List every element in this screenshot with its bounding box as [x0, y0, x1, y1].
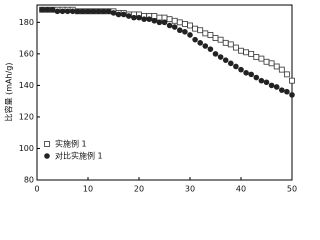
y-axis-label: 比容量 (mAh/g)	[4, 63, 14, 122]
circle-marker	[263, 79, 270, 86]
circle-marker	[156, 19, 163, 26]
circle-marker	[217, 54, 224, 60]
circle-marker	[64, 8, 71, 15]
y-tick-label: 120	[19, 112, 34, 121]
circle-marker	[115, 11, 122, 18]
circle-marker	[44, 153, 50, 159]
circle-marker	[100, 8, 107, 15]
circle-marker	[238, 66, 244, 73]
circle-marker	[207, 46, 214, 52]
square-marker	[289, 77, 295, 84]
circle-marker	[136, 14, 142, 21]
circle-marker	[222, 57, 229, 63]
y-tick-label: 80	[24, 176, 34, 185]
x-tick-label: 50	[287, 185, 297, 194]
circle-marker	[289, 92, 295, 98]
y-tick-label: 160	[19, 49, 34, 58]
square-marker	[197, 27, 204, 34]
circle-marker	[197, 40, 203, 46]
square-marker	[161, 14, 168, 21]
circle-marker	[85, 8, 91, 15]
square-marker	[202, 30, 209, 37]
circle-marker	[110, 10, 117, 16]
square-marker	[268, 60, 275, 67]
square-marker	[238, 47, 244, 54]
circle-marker	[177, 27, 183, 34]
x-tick-label: 0	[34, 185, 39, 194]
circle-marker	[141, 16, 147, 22]
circle-marker	[166, 22, 173, 29]
circle-marker	[248, 71, 254, 78]
chart: 比容量 (mAh/g) 80 100 120 140 160 180 0 10 20 30 40 50…	[4, 4, 297, 194]
circle-marker	[284, 88, 290, 95]
legend-label: 对比实施例 1	[55, 151, 103, 161]
circle-marker	[228, 60, 234, 67]
x-tick-label: 40	[236, 185, 246, 194]
square-marker	[181, 21, 188, 27]
circle-marker	[212, 51, 219, 57]
circle-marker	[120, 11, 127, 18]
square-marker	[283, 71, 290, 78]
x-tick-label: 10	[83, 185, 93, 194]
square-marker	[248, 50, 255, 57]
circle-marker	[95, 8, 101, 15]
square-marker	[207, 32, 214, 38]
circle-marker	[273, 84, 280, 90]
square-marker	[258, 55, 265, 62]
circle-marker	[182, 29, 188, 35]
square-marker	[156, 14, 163, 21]
x-tick-label: 30	[185, 185, 195, 194]
y-tick-label: 100	[19, 144, 34, 153]
circle-marker	[202, 43, 209, 49]
circle-marker	[279, 87, 285, 93]
circle-marker	[105, 8, 112, 15]
square-marker	[222, 39, 229, 46]
square-marker	[232, 44, 239, 51]
legend-label: 实施例 1	[55, 139, 87, 149]
square-marker	[171, 17, 178, 24]
circle-marker	[39, 6, 45, 13]
circle-marker	[171, 24, 178, 30]
circle-marker	[69, 8, 76, 15]
circle-marker	[258, 77, 265, 84]
square-marker	[273, 63, 280, 70]
circle-marker	[151, 17, 158, 24]
square-marker	[217, 36, 224, 43]
circle-marker	[131, 14, 137, 21]
circle-marker	[49, 6, 56, 13]
square-marker	[263, 58, 270, 65]
circle-marker	[90, 8, 96, 15]
square-marker	[212, 35, 219, 42]
y-tick-label: 180	[19, 18, 34, 27]
circle-marker	[59, 8, 66, 15]
square-marker	[243, 49, 250, 56]
square-marker	[187, 22, 193, 29]
circle-marker	[233, 63, 239, 70]
circle-marker	[44, 6, 50, 13]
y-tick-label: 140	[19, 81, 34, 90]
square-marker	[176, 19, 183, 26]
square-marker	[227, 41, 234, 48]
circle-marker	[253, 74, 260, 81]
circle-marker	[187, 32, 193, 38]
square-marker	[253, 54, 260, 60]
circle-marker	[161, 19, 168, 26]
circle-marker	[54, 8, 61, 15]
circle-marker	[192, 36, 198, 43]
circle-marker	[243, 69, 249, 76]
square-marker	[44, 141, 50, 147]
square-marker	[151, 13, 158, 19]
circle-marker	[75, 8, 81, 15]
square-marker	[278, 66, 285, 73]
square-marker	[166, 16, 173, 23]
circle-marker	[268, 82, 275, 89]
circle-marker	[80, 8, 86, 15]
square-marker	[192, 25, 199, 32]
x-tick-label: 20	[134, 185, 144, 194]
circle-marker	[146, 16, 152, 22]
circle-marker	[126, 13, 132, 19]
